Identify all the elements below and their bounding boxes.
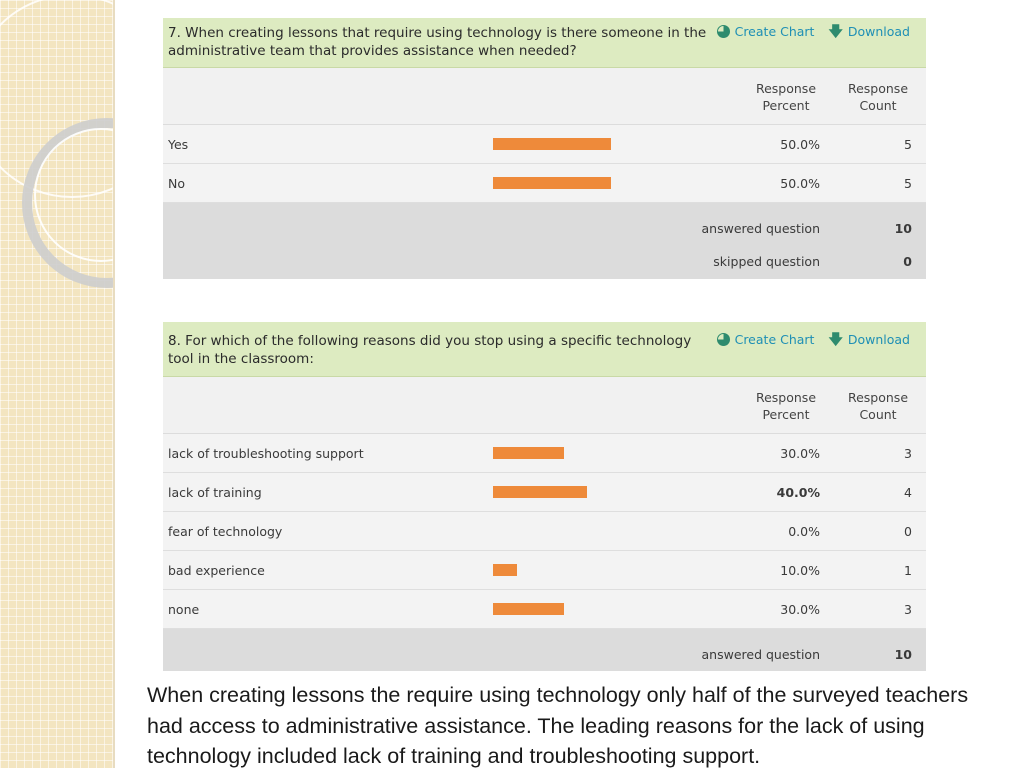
create-chart-button[interactable]: Create Chart [716,24,815,39]
response-percent: 50.0% [780,137,820,152]
answer-row: fear of technology 0.0% 0 [163,512,926,551]
summary-block: answered question 10 skipped question 0 [163,203,926,279]
response-percent-header: Response Percent [755,390,817,422]
question-actions: Create Chart 🡇 Download [716,24,910,39]
response-percent: 50.0% [780,176,820,191]
response-bar [493,603,564,615]
response-percent: 0.0% [788,524,820,539]
response-percent: 10.0% [780,563,820,578]
response-count: 5 [904,176,912,191]
response-count: 4 [904,485,912,500]
question-title: 7. When creating lessons that require us… [168,25,707,59]
download-label: Download [847,332,910,347]
answer-row: Yes 50.0% 5 [163,125,926,164]
question-header: 8. For which of the following reasons di… [163,322,926,377]
response-count: 0 [904,524,912,539]
answer-label: lack of troubleshooting support [168,446,364,461]
answer-rows: lack of troubleshooting support 30.0% 3 lac… [163,434,926,629]
column-header: Response Percent Response Count [163,377,926,434]
question-header: 7. When creating lessons that require us… [163,18,926,68]
download-button[interactable]: 🡇 Download [828,24,910,39]
response-percent: 30.0% [780,446,820,461]
answer-label: fear of technology [168,524,283,539]
answer-rows: Yes 50.0% 5 No 50.0% 5 [163,125,926,203]
answered-label: answered question [701,647,820,662]
answer-label: lack of training [168,485,262,500]
divider [113,0,115,768]
question-8-panel: 8. For which of the following reasons di… [163,322,926,671]
answered-row: answered question 10 [163,629,926,671]
answer-row: lack of training 40.0% 4 [163,473,926,512]
down-arrow-icon: 🡇 [828,23,843,40]
question-actions: Create Chart 🡇 Download [716,332,910,347]
answered-row: answered question 10 [163,221,926,254]
slide-caption: When creating lessons the require using … [147,683,969,768]
answered-label: answered question [701,221,820,236]
question-7-panel: 7. When creating lessons that require us… [163,18,926,279]
response-bar [493,486,588,498]
answer-label: bad experience [168,563,265,578]
skipped-value: 0 [903,254,912,269]
response-percent-header: Response Percent [755,81,817,113]
answer-label: none [168,602,200,617]
answer-row: none 30.0% 3 [163,590,926,629]
response-bar [493,177,611,189]
download-button[interactable]: 🡇 Download [828,332,910,347]
answered-value: 10 [894,221,912,236]
create-chart-button[interactable]: Create Chart [716,332,815,347]
answer-row: lack of troubleshooting support 30.0% 3 [163,434,926,473]
create-chart-label: Create Chart [734,24,815,39]
create-chart-label: Create Chart [734,332,815,347]
summary-block: answered question 10 [163,629,926,671]
down-arrow-icon: 🡇 [828,331,843,348]
response-count: 3 [904,602,912,617]
answer-row: No 50.0% 5 [163,164,926,203]
download-label: Download [847,24,910,39]
question-title: 8. For which of the following reasons di… [168,333,692,367]
response-bar [493,564,517,576]
pie-chart-icon [716,25,730,38]
response-count: 3 [904,446,912,461]
answered-value: 10 [894,647,912,662]
response-percent: 40.0% [776,485,820,500]
response-count: 5 [904,137,912,152]
skipped-label: skipped question [713,254,820,269]
response-count-header: Response Count [847,390,909,422]
column-header: Response Percent Response Count [163,68,926,125]
response-bar [493,138,611,150]
answer-label: Yes [168,137,189,152]
skipped-row: skipped question 0 [163,254,926,279]
response-count: 1 [904,563,912,578]
response-count-header: Response Count [847,81,909,113]
response-bar [493,447,564,459]
answer-label: No [168,176,185,191]
response-percent: 30.0% [780,602,820,617]
answer-row: bad experience 10.0% 1 [163,551,926,590]
pie-chart-icon [716,333,730,346]
decorative-side-strip [0,0,113,768]
